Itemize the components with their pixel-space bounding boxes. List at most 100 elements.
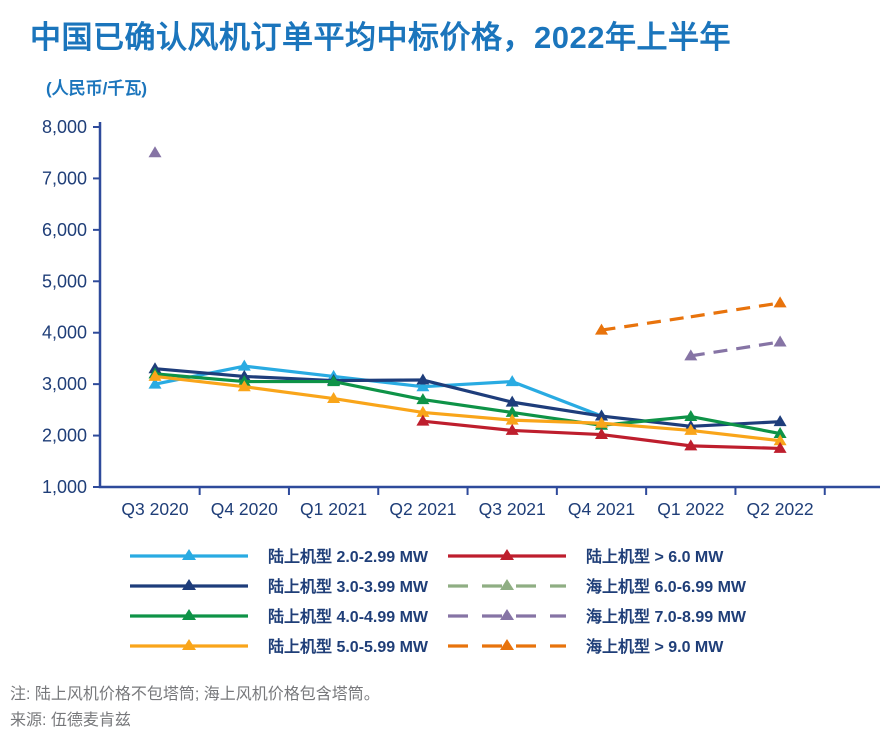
series-line	[690, 428, 781, 443]
legend-swatch	[130, 549, 248, 560]
legend-item: 陆上机型 3.0-3.99 MW	[128, 573, 446, 597]
legend-swatch	[448, 609, 566, 620]
x-tick-label: Q3 2021	[479, 499, 546, 519]
series-line	[512, 418, 602, 425]
legend-item: 海上机型 > 9.0 MW	[446, 633, 776, 657]
x-tick-label: Q3 2020	[121, 499, 188, 519]
series-marker	[773, 415, 787, 427]
legend-item: 海上机型 6.0-6.99 MW	[446, 573, 776, 597]
series-marker	[505, 423, 519, 435]
legend-marker-triangle-icon	[500, 579, 514, 590]
page-title: 中国已确认风机订单平均中标价格，2022年上半年	[30, 20, 731, 55]
series-line	[244, 374, 334, 383]
y-tick-label: 4,000	[42, 323, 87, 343]
series-marker	[595, 409, 608, 421]
series-line	[690, 444, 781, 451]
series-marker	[773, 427, 787, 439]
legend-marker-triangle-icon	[182, 639, 196, 650]
series-marker	[505, 395, 519, 407]
series-marker	[773, 434, 787, 446]
series-marker	[595, 416, 608, 428]
series-marker	[595, 323, 608, 335]
series-marker	[416, 393, 430, 405]
chart-note: 注: 陆上风机价格不包塔筒; 海上风机价格包含塔筒。	[10, 686, 380, 703]
series-line	[333, 378, 423, 383]
chart-legend: 陆上机型 2.0-2.99 MW 陆上机型 3.0-3.99 MW 陆上机型 4.0…	[128, 540, 776, 660]
legend-marker-triangle-icon	[500, 609, 514, 620]
series-marker	[416, 414, 430, 426]
y-tick-label: 2,000	[42, 426, 87, 446]
y-tick-label: 5,000	[42, 271, 87, 291]
series-line	[601, 421, 691, 433]
series-line	[244, 385, 334, 401]
legend-marker-triangle-icon	[500, 639, 514, 650]
series-line	[422, 410, 513, 422]
series-line	[333, 396, 424, 415]
y-tick-label: 8,000	[42, 117, 87, 137]
y-tick-label: 6,000	[42, 220, 87, 240]
legend-label: 海上机型 7.0-8.99 MW	[586, 609, 747, 626]
legend-swatch	[130, 609, 248, 620]
series-marker	[595, 428, 608, 440]
series-line	[154, 367, 245, 379]
series-line	[690, 414, 781, 436]
series-line	[333, 380, 424, 402]
series-marker	[416, 380, 430, 392]
series-line	[422, 379, 513, 389]
series-line	[154, 372, 245, 384]
x-tick-label: Q2 2021	[389, 499, 456, 519]
series-marker	[148, 369, 162, 381]
x-tick-label: Q4 2021	[568, 499, 635, 519]
legend-label: 陆上机型 3.0-3.99 MW	[268, 579, 429, 596]
series-line	[422, 419, 513, 433]
legend-item: 海上机型 7.0-8.99 MW	[446, 603, 776, 627]
legend-marker-triangle-icon	[182, 579, 196, 590]
legend-marker-triangle-icon	[500, 549, 514, 560]
series-line	[154, 374, 245, 389]
series-line	[601, 315, 692, 332]
series-marker	[237, 380, 251, 392]
series-line	[512, 428, 602, 437]
series-marker	[148, 146, 162, 158]
series-marker	[505, 413, 519, 425]
series-marker	[505, 405, 519, 417]
series-marker	[416, 373, 430, 385]
legend-label: 陆上机型 2.0-2.99 MW	[268, 549, 429, 566]
series-line	[511, 400, 602, 418]
legend-item: 陆上机型 5.0-5.99 MW	[128, 633, 446, 657]
series-marker	[327, 392, 341, 404]
legend-marker-triangle-icon	[182, 549, 196, 560]
legend-swatch	[448, 579, 566, 590]
series-marker	[237, 359, 251, 371]
price-line-chart: 1,000 2,000 3,000 4,000 5,000 6,000 7,000 8,000…	[42, 117, 880, 519]
legend-item: 陆上机型 2.0-2.99 MW	[128, 543, 446, 567]
y-tick-label: 3,000	[42, 374, 87, 394]
y-tick-label: 7,000	[42, 168, 87, 188]
x-tick-label: Q4 2020	[211, 499, 278, 519]
x-tick-label: Q1 2022	[657, 499, 724, 519]
series-marker	[773, 335, 787, 347]
series-marker	[148, 377, 162, 389]
series-line	[422, 378, 513, 404]
series-line	[154, 364, 245, 386]
series-marker	[327, 375, 341, 387]
legend-swatch	[448, 639, 566, 650]
series-marker	[684, 439, 698, 451]
series-line	[511, 380, 603, 418]
series-marker	[684, 410, 698, 422]
series-marker	[773, 296, 787, 308]
series-line	[690, 340, 781, 358]
x-tick-label: Q2 2022	[747, 499, 814, 519]
series-marker	[773, 441, 787, 453]
legend-swatch	[448, 549, 566, 560]
legend-label: 陆上机型 5.0-5.99 MW	[268, 639, 429, 656]
y-tick-label: 1,000	[42, 477, 87, 497]
series-marker	[416, 405, 430, 417]
x-tick-label: Q1 2021	[300, 499, 367, 519]
series-line	[601, 432, 692, 448]
legend-marker-triangle-icon	[182, 609, 196, 620]
series-line	[690, 301, 781, 319]
legend-label: 陆上机型 4.0-4.99 MW	[268, 609, 429, 626]
series-marker	[505, 375, 519, 387]
